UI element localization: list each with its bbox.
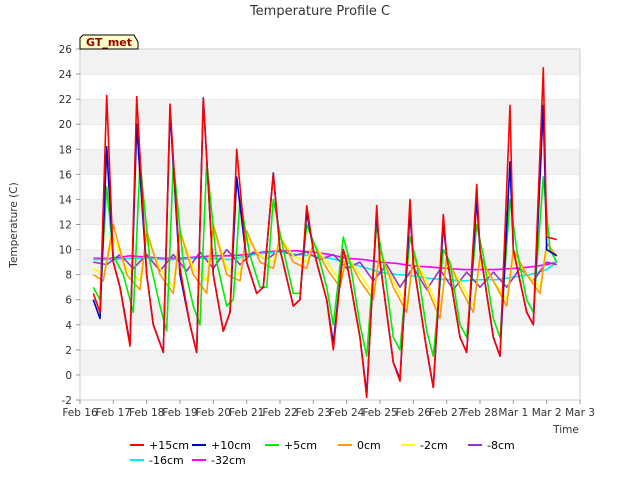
legend-label: -16cm (149, 454, 184, 467)
legend-item: 0cm (338, 439, 381, 452)
y-tick-label: 4 (65, 320, 72, 332)
grid-band (80, 224, 580, 250)
x-tick-label: Feb 17 (96, 407, 131, 419)
x-tick-label: Mar 1 (498, 407, 528, 419)
legend-item: -32cm (192, 454, 246, 467)
legend-label: +5cm (284, 439, 317, 452)
x-tick-label: Feb 16 (62, 407, 98, 419)
grid-band (80, 374, 580, 400)
grid-band (80, 174, 580, 200)
grid-band (80, 124, 580, 150)
y-tick-label: 0 (65, 370, 72, 382)
legend-label: +10cm (211, 439, 251, 452)
y-tick-label: 24 (59, 69, 73, 81)
legend-item: +10cm (192, 439, 251, 452)
grid-band (80, 349, 580, 375)
x-tick-label: Mar 3 (565, 407, 595, 419)
y-tick-label: 18 (59, 144, 72, 156)
series-line-0cm (92, 223, 558, 320)
grid-band (80, 149, 580, 175)
legend-label: 0cm (357, 439, 381, 452)
series-lines (92, 67, 558, 399)
x-tick-label: Feb 20 (196, 407, 231, 419)
gt-met-badge: GT_met (79, 34, 139, 50)
x-tick-label: Feb 18 (129, 407, 164, 419)
y-tick-label: -2 (62, 395, 72, 407)
x-tick-label: Feb 26 (396, 407, 432, 419)
grid-band (80, 74, 580, 100)
legend-label: +15cm (149, 439, 189, 452)
y-tick-label: 16 (59, 169, 73, 181)
x-tick-label: Feb 19 (162, 407, 197, 419)
x-tick-label: Feb 23 (296, 407, 331, 419)
series-line-plus5cm (92, 161, 558, 357)
legend-item: +15cm (130, 439, 189, 452)
legend: +15cm +10cm +5cm 0cm -2cm -8cm -16cm -32cm (130, 439, 515, 467)
legend-item: +5cm (265, 439, 317, 452)
legend-label: -32cm (211, 454, 246, 467)
legend-label: -8cm (487, 439, 515, 452)
grid-band (80, 199, 580, 225)
grid-band (80, 49, 580, 75)
grid-band (80, 249, 580, 275)
badge-label: GT_met (86, 36, 132, 49)
series-line-plus15cm (92, 67, 557, 399)
y-tick-label: 14 (59, 194, 73, 206)
y-tick-label: 10 (59, 245, 72, 257)
x-tick-label: Feb 27 (429, 407, 464, 419)
y-tick-label: 6 (65, 295, 72, 307)
x-tick-label: Mar 2 (532, 407, 562, 419)
badge-shape (79, 34, 139, 50)
y-tick-label: 2 (65, 345, 72, 357)
x-tick-label: Feb 25 (362, 407, 397, 419)
y-axis-label: Temperature (C) (8, 182, 20, 268)
grid-band (80, 99, 580, 125)
legend-item: -8cm (468, 439, 515, 452)
series-line-minus8cm (93, 248, 557, 291)
x-axis-label: Time (552, 424, 579, 436)
y-tick-label: 8 (65, 270, 72, 282)
legend-label: -2cm (420, 439, 448, 452)
x-tick-label: Feb 24 (329, 407, 365, 419)
y-tick-label: 22 (59, 94, 72, 106)
x-tick-label: Feb 22 (262, 407, 297, 419)
legend-item: -2cm (401, 439, 448, 452)
y-tick-label: 12 (59, 220, 72, 232)
y-tick-label: 20 (59, 119, 72, 131)
legend-item: -16cm (130, 454, 184, 467)
x-tick-label: Feb 21 (229, 407, 264, 419)
x-tick-label: Feb 28 (462, 407, 497, 419)
chart-title: Temperature Profile C (249, 4, 390, 19)
y-tick-label: 26 (59, 44, 73, 56)
